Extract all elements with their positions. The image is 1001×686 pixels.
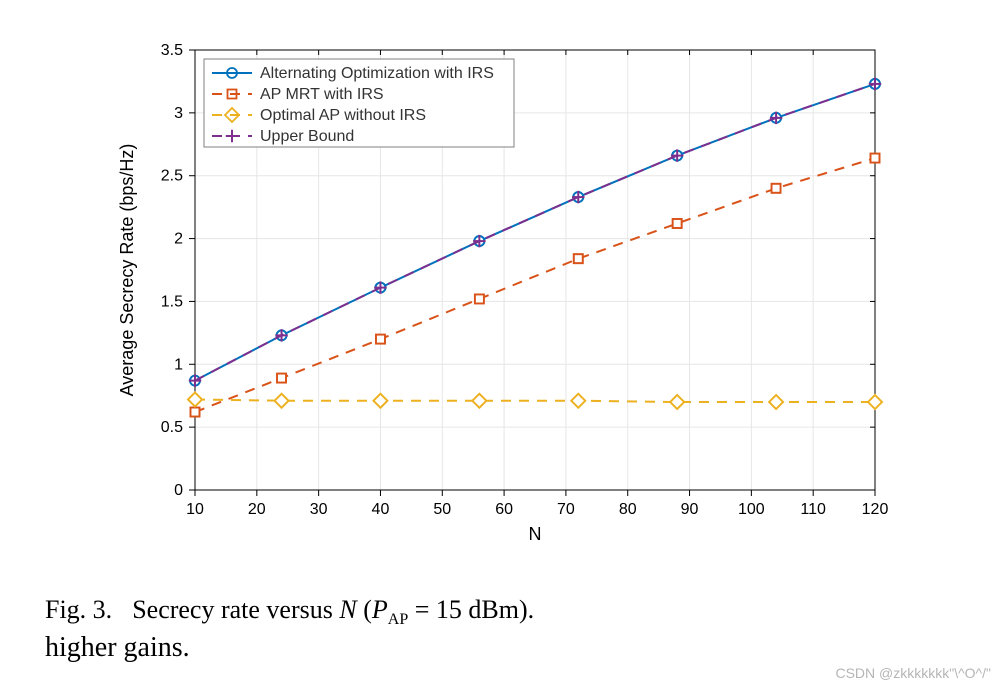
caption-P: P	[372, 595, 388, 624]
svg-text:120: 120	[862, 501, 889, 518]
svg-text:AP MRT with IRS: AP MRT with IRS	[260, 86, 384, 103]
caption-P-sub: AP	[388, 611, 408, 628]
svg-text:N: N	[529, 524, 542, 544]
svg-text:Optimal AP without IRS: Optimal AP without IRS	[260, 107, 426, 124]
figure-caption: Fig. 3. Secrecy rate versus N (PAP = 15 d…	[45, 595, 945, 629]
svg-text:40: 40	[372, 501, 390, 518]
caption-eq: = 15 dBm).	[408, 595, 534, 624]
svg-text:100: 100	[738, 501, 765, 518]
caption-prefix: Fig. 3.	[45, 595, 112, 624]
svg-text:1: 1	[174, 356, 183, 373]
svg-text:90: 90	[681, 501, 699, 518]
svg-text:50: 50	[433, 501, 451, 518]
svg-text:0: 0	[174, 482, 183, 499]
secrecy-rate-chart: 10 20 30 40 50 60 70 80 90 100 110 120 0 0.5 1 1.5 2 2.5 3…	[100, 25, 900, 555]
chart-container: 10 20 30 40 50 60 70 80 90 100 110 120 0 0.5 1 1.5 2 2.5 3…	[100, 25, 900, 555]
svg-text:30: 30	[310, 501, 328, 518]
svg-text:1.5: 1.5	[161, 293, 183, 310]
svg-text:60: 60	[495, 501, 513, 518]
svg-text:3.5: 3.5	[161, 42, 183, 59]
svg-text:3: 3	[174, 105, 183, 122]
svg-text:0.5: 0.5	[161, 419, 183, 436]
svg-text:2.5: 2.5	[161, 168, 183, 185]
svg-text:Alternating Optimization with: Alternating Optimization with IRS	[260, 65, 494, 82]
csdn-watermark: CSDN @zkkkkkkk"\^O^/"	[835, 665, 991, 681]
caption-main: Secrecy rate versus	[132, 595, 339, 624]
svg-text:70: 70	[557, 501, 575, 518]
svg-text:80: 80	[619, 501, 637, 518]
legend: Alternating Optimization with IRS AP MRT …	[204, 59, 514, 147]
svg-text:110: 110	[800, 501, 826, 518]
svg-text:20: 20	[248, 501, 266, 518]
svg-text:2: 2	[174, 231, 183, 248]
svg-text:10: 10	[186, 501, 204, 518]
caption-paren-open: (	[357, 595, 372, 624]
svg-text:Average Secrecy Rate (bps/Hz): Average Secrecy Rate (bps/Hz)	[117, 144, 137, 397]
svg-text:Upper Bound: Upper Bound	[260, 128, 354, 145]
sub-caption: higher gains.	[45, 632, 190, 664]
caption-var-N: N	[339, 595, 356, 624]
